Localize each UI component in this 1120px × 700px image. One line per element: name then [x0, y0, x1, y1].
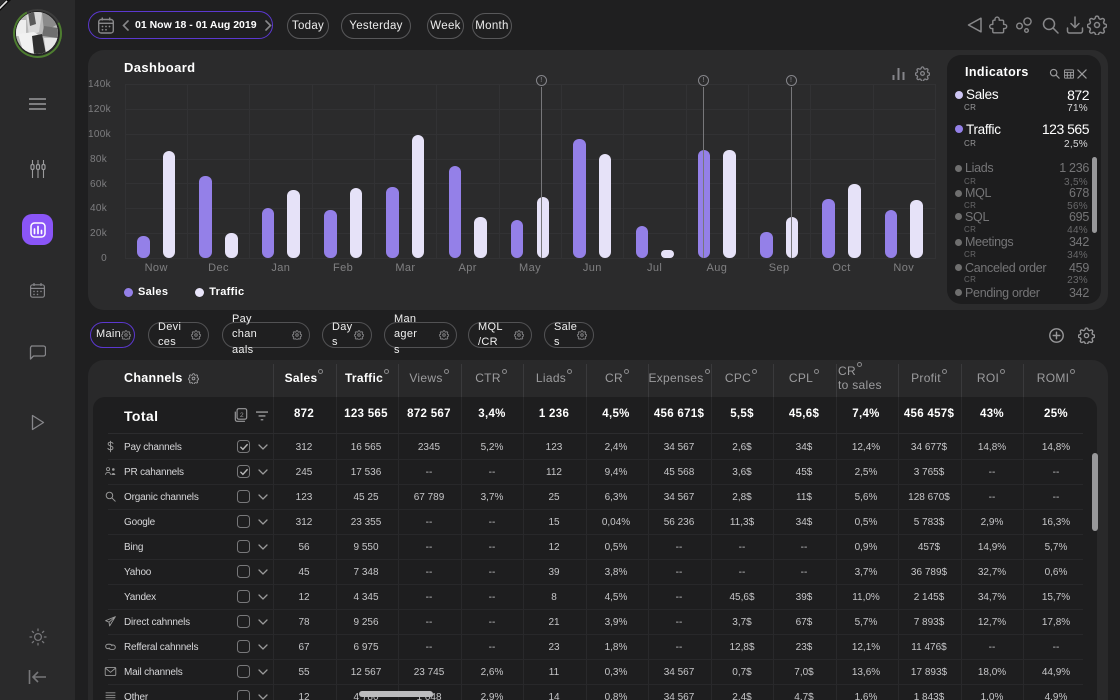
svg-text:2: 2	[240, 412, 244, 419]
